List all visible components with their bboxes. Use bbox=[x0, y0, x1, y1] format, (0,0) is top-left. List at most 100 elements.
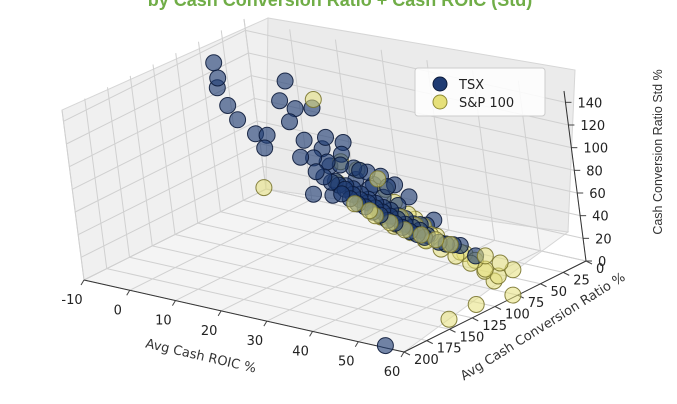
tsx-point bbox=[209, 69, 227, 87]
z-grid-left bbox=[72, 97, 255, 190]
y-tick-mark bbox=[494, 306, 502, 310]
sp100-point bbox=[304, 91, 322, 108]
legend-label-tsx: TSX bbox=[458, 78, 484, 93]
x-tick-label: 10 bbox=[155, 314, 172, 329]
tsx-point bbox=[219, 97, 237, 114]
z-axis-line bbox=[563, 90, 587, 262]
y-tick-label: 0 bbox=[596, 262, 604, 277]
y-grid-wall bbox=[61, 109, 85, 281]
z-grid-right bbox=[251, 75, 572, 149]
y-tick-label: 25 bbox=[573, 273, 590, 288]
z-grid-left bbox=[80, 165, 264, 258]
y-tick-mark bbox=[403, 351, 411, 356]
x-axis-label: Avg Cash ROIC % bbox=[144, 337, 258, 377]
sp100-point bbox=[476, 247, 494, 265]
y-grid-wall bbox=[129, 75, 153, 246]
y-grid-wall bbox=[107, 87, 130, 258]
legend: TSX S&P 100 bbox=[414, 67, 546, 117]
tsx-point bbox=[229, 111, 247, 129]
x-tick-label: 30 bbox=[247, 334, 264, 349]
y-tick-mark bbox=[426, 340, 433, 345]
tsx-point bbox=[351, 161, 369, 179]
x-tick-label: 50 bbox=[338, 355, 355, 370]
x-axis-line bbox=[83, 279, 405, 353]
z-tick-label: 100 bbox=[583, 142, 608, 157]
sp100-point bbox=[440, 310, 458, 328]
y-grid-wall bbox=[198, 41, 221, 212]
tsx-point bbox=[276, 72, 294, 90]
y-grid-floor bbox=[197, 222, 518, 296]
y-tick-label: 75 bbox=[528, 296, 545, 311]
x-tick-mark bbox=[400, 351, 405, 358]
y-tick-label: 125 bbox=[482, 319, 507, 334]
tsx-point bbox=[333, 185, 351, 203]
y-grid-wall bbox=[175, 53, 199, 224]
z-grid-left bbox=[74, 120, 258, 213]
x-tick-label: -10 bbox=[61, 293, 82, 308]
x-tick-label: 40 bbox=[292, 344, 309, 359]
x-tick-label: 20 bbox=[201, 324, 218, 339]
z-grid-left bbox=[77, 143, 261, 236]
y-grid-floor bbox=[129, 256, 450, 330]
z-tick-label: 80 bbox=[586, 164, 603, 179]
axis-ticks: -100102030405060025507510012515017520002… bbox=[61, 90, 612, 380]
sp100-point bbox=[369, 170, 387, 188]
y-tick-label: 200 bbox=[414, 353, 439, 368]
x-tick-mark bbox=[171, 300, 176, 306]
y-grid-wall bbox=[243, 18, 267, 190]
x-tick-mark bbox=[263, 320, 268, 327]
sp100-point bbox=[491, 254, 509, 272]
tsx-point bbox=[292, 148, 310, 166]
y-grid-floor bbox=[106, 268, 427, 342]
z-tick-label: 40 bbox=[592, 210, 609, 225]
sp100-point bbox=[255, 179, 273, 197]
legend-marker-sp100 bbox=[432, 94, 448, 110]
z-grid-right bbox=[257, 120, 578, 194]
chart-caption: by Cash Conversion Ratio + Cash ROIC (St… bbox=[148, 0, 533, 10]
z-tick-label: 20 bbox=[595, 232, 612, 247]
tsx-point bbox=[205, 54, 223, 72]
sp100-point bbox=[467, 296, 485, 313]
z-tick-label: 120 bbox=[580, 119, 605, 134]
x-tick-mark bbox=[354, 341, 359, 347]
tsx-point bbox=[295, 131, 313, 149]
tsx-point bbox=[305, 185, 322, 203]
x-tick-mark bbox=[309, 331, 314, 337]
y-axis-line bbox=[403, 260, 587, 353]
legend-label-sp100: S&P 100 bbox=[459, 96, 514, 111]
sp100-point bbox=[412, 226, 430, 244]
sp100-point bbox=[504, 286, 522, 304]
tsx-point bbox=[271, 92, 289, 110]
sp100-point bbox=[441, 236, 459, 253]
z-tick-label: 0 bbox=[598, 255, 606, 270]
z-grid-left bbox=[83, 188, 267, 281]
x-tick-label: 60 bbox=[384, 365, 401, 380]
y-tick-label: 100 bbox=[505, 308, 530, 323]
tsx-point bbox=[376, 337, 394, 355]
y-tick-mark bbox=[563, 271, 570, 276]
z-grid-left bbox=[63, 29, 246, 122]
x-tick-mark bbox=[80, 279, 85, 286]
y-tick-label: 150 bbox=[460, 330, 485, 345]
z-tick-label: 140 bbox=[577, 96, 602, 111]
x-tick-mark bbox=[126, 290, 131, 296]
y-tick-mark bbox=[472, 317, 479, 322]
y-grid-floor bbox=[152, 245, 473, 319]
legend-box bbox=[414, 67, 546, 117]
y-tick-label: 175 bbox=[437, 342, 462, 357]
z-tick-label: 60 bbox=[589, 187, 606, 202]
y-tick-mark bbox=[540, 283, 547, 288]
z-axis-label: Cash Conversion Ratio Std % bbox=[651, 69, 665, 234]
x-tick-label: 0 bbox=[114, 303, 122, 318]
sp100-point bbox=[346, 195, 364, 213]
y-grid-floor bbox=[174, 234, 496, 307]
scatter-points bbox=[205, 54, 522, 355]
y-grid-wall bbox=[84, 98, 108, 269]
y-tick-label: 50 bbox=[551, 285, 568, 300]
tsx-point bbox=[317, 128, 334, 146]
sp100-point bbox=[427, 231, 445, 249]
x-tick-mark bbox=[217, 310, 222, 317]
tsx-point bbox=[281, 113, 298, 131]
legend-marker-tsx bbox=[432, 76, 448, 92]
